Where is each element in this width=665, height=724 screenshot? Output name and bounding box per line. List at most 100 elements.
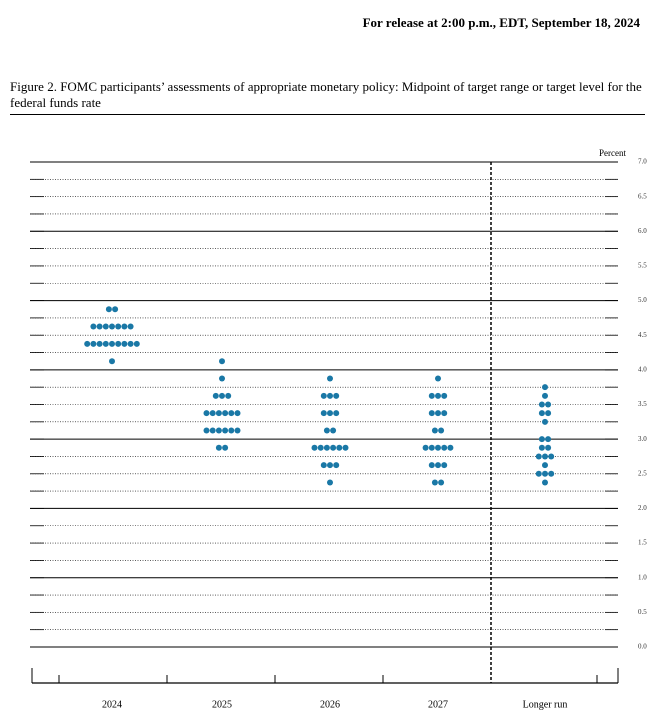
dot (542, 392, 548, 399)
y-tick-label: 1.0 (638, 573, 647, 581)
dot (428, 392, 435, 399)
dot (330, 427, 337, 434)
dot (542, 453, 548, 460)
dot (121, 323, 128, 330)
dot (542, 470, 548, 477)
dot (542, 462, 548, 469)
y-tick-label: 1.5 (638, 539, 647, 547)
dot (320, 462, 327, 469)
dot (109, 358, 115, 365)
dot (333, 392, 340, 399)
dot (121, 340, 128, 347)
dot (96, 323, 103, 330)
dot (435, 444, 441, 451)
y-tick-label: 4.5 (638, 331, 647, 339)
dot (435, 392, 441, 399)
x-tick-label: 2024 (102, 699, 122, 710)
dot (327, 479, 333, 486)
dot (438, 427, 445, 434)
dot (327, 462, 333, 469)
dot (212, 392, 219, 399)
dot (431, 427, 438, 434)
dot (219, 375, 225, 382)
dot (84, 340, 91, 347)
y-tick-label: 5.5 (638, 262, 647, 270)
dot (90, 340, 97, 347)
dot (435, 462, 441, 469)
figure-title: Figure 2. FOMC participants’ assessments… (10, 79, 642, 110)
dot (234, 427, 241, 434)
dot (112, 306, 119, 313)
dot (542, 384, 548, 391)
y-tick-label: 0.5 (638, 608, 647, 616)
y-tick-label: 7.0 (638, 158, 647, 166)
x-tick-label: Longer run (523, 699, 568, 710)
dot (538, 444, 545, 451)
dot (342, 444, 349, 451)
dot (102, 323, 109, 330)
dot (333, 410, 340, 417)
dot (105, 306, 112, 313)
y-tick-label: 5.0 (638, 296, 647, 304)
dot (102, 340, 109, 347)
y-axis-label: Percent (599, 148, 626, 158)
y-tick-label: 3.0 (638, 435, 647, 443)
title-rule (10, 114, 645, 115)
y-tick-label: 2.5 (638, 469, 647, 477)
dot (323, 444, 330, 451)
dot (538, 436, 545, 443)
dot (438, 479, 445, 486)
dot (133, 340, 140, 347)
dot (219, 358, 225, 365)
dot (225, 392, 232, 399)
dot (545, 444, 552, 451)
y-tick-label: 3.5 (638, 400, 647, 408)
y-tick-label: 6.5 (638, 192, 647, 200)
dot (222, 444, 229, 451)
dot (333, 462, 340, 469)
dot (327, 392, 333, 399)
dot (545, 410, 552, 417)
dot (431, 479, 438, 486)
dot (222, 427, 229, 434)
dot (228, 410, 235, 417)
dot (428, 444, 435, 451)
dot (96, 340, 103, 347)
dot (203, 427, 210, 434)
dot (215, 427, 222, 434)
dot (428, 462, 435, 469)
dot (323, 427, 330, 434)
dot (435, 410, 441, 417)
dot (535, 453, 542, 460)
dot (545, 401, 552, 408)
dot (109, 340, 115, 347)
y-tick-label: 6.0 (638, 227, 647, 235)
dot (228, 427, 235, 434)
dot (327, 375, 333, 382)
dot (317, 444, 324, 451)
dot (542, 418, 548, 425)
dot (320, 392, 327, 399)
dot (447, 444, 454, 451)
y-tick-label: 4.0 (638, 365, 647, 373)
dot (203, 410, 210, 417)
dot (538, 401, 545, 408)
dot (330, 444, 337, 451)
dot (127, 340, 134, 347)
dot (441, 392, 448, 399)
dot (115, 340, 122, 347)
dot (336, 444, 343, 451)
dot (215, 444, 222, 451)
dot (90, 323, 97, 330)
dot (234, 410, 241, 417)
dot (127, 323, 134, 330)
dot (327, 410, 333, 417)
dot (435, 375, 441, 382)
dot (441, 462, 448, 469)
dot (535, 470, 542, 477)
dot (538, 410, 545, 417)
release-header: For release at 2:00 p.m., EDT, September… (362, 15, 640, 30)
dot (441, 444, 448, 451)
